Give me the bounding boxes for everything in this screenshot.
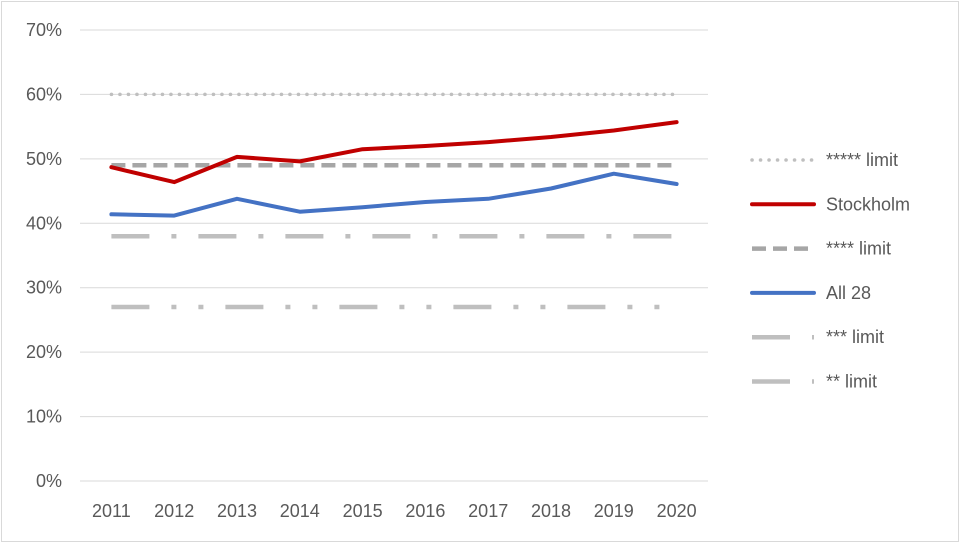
legend-label: All 28: [826, 283, 871, 303]
x-tick-label: 2018: [531, 501, 571, 521]
y-axis-ticks: 0% 10% 20% 30% 40% 50% 60% 70%: [26, 20, 62, 491]
legend-label: ** limit: [826, 372, 877, 392]
x-tick-label: 2015: [343, 501, 383, 521]
series-line-all-28: [109, 171, 679, 218]
x-tick-label: 2012: [154, 501, 194, 521]
y-tick-label: 20%: [26, 342, 62, 362]
x-tick-label: 2011: [92, 501, 131, 521]
x-axis-ticks: 2011 2012 2013 2014 2015 2016 2017 2018 2019 2020: [92, 501, 697, 521]
legend: ***** limit Stockholm **** limit All 28 *** …: [750, 150, 910, 392]
series-line-stockholm: [109, 120, 679, 185]
y-tick-label: 60%: [26, 84, 62, 104]
y-tick-label: 10%: [26, 407, 62, 427]
x-tick-label: 2016: [405, 501, 445, 521]
legend-label: ***** limit: [826, 150, 898, 170]
y-tick-label: 40%: [26, 213, 62, 233]
legend-label: **** limit: [826, 239, 891, 259]
gridlines: [80, 29, 708, 482]
legend-label: *** limit: [826, 327, 884, 347]
series-lines: [109, 92, 679, 310]
x-tick-label: 2019: [594, 501, 634, 521]
x-tick-label: 2013: [217, 501, 257, 521]
y-tick-label: 0%: [36, 471, 62, 491]
y-tick-label: 70%: [26, 20, 62, 40]
x-tick-label: 2014: [280, 501, 320, 521]
x-tick-label: 2020: [657, 501, 697, 521]
y-tick-label: 30%: [26, 278, 62, 298]
y-tick-label: 50%: [26, 149, 62, 169]
x-tick-label: 2017: [468, 501, 508, 521]
legend-label: Stockholm: [826, 194, 910, 214]
